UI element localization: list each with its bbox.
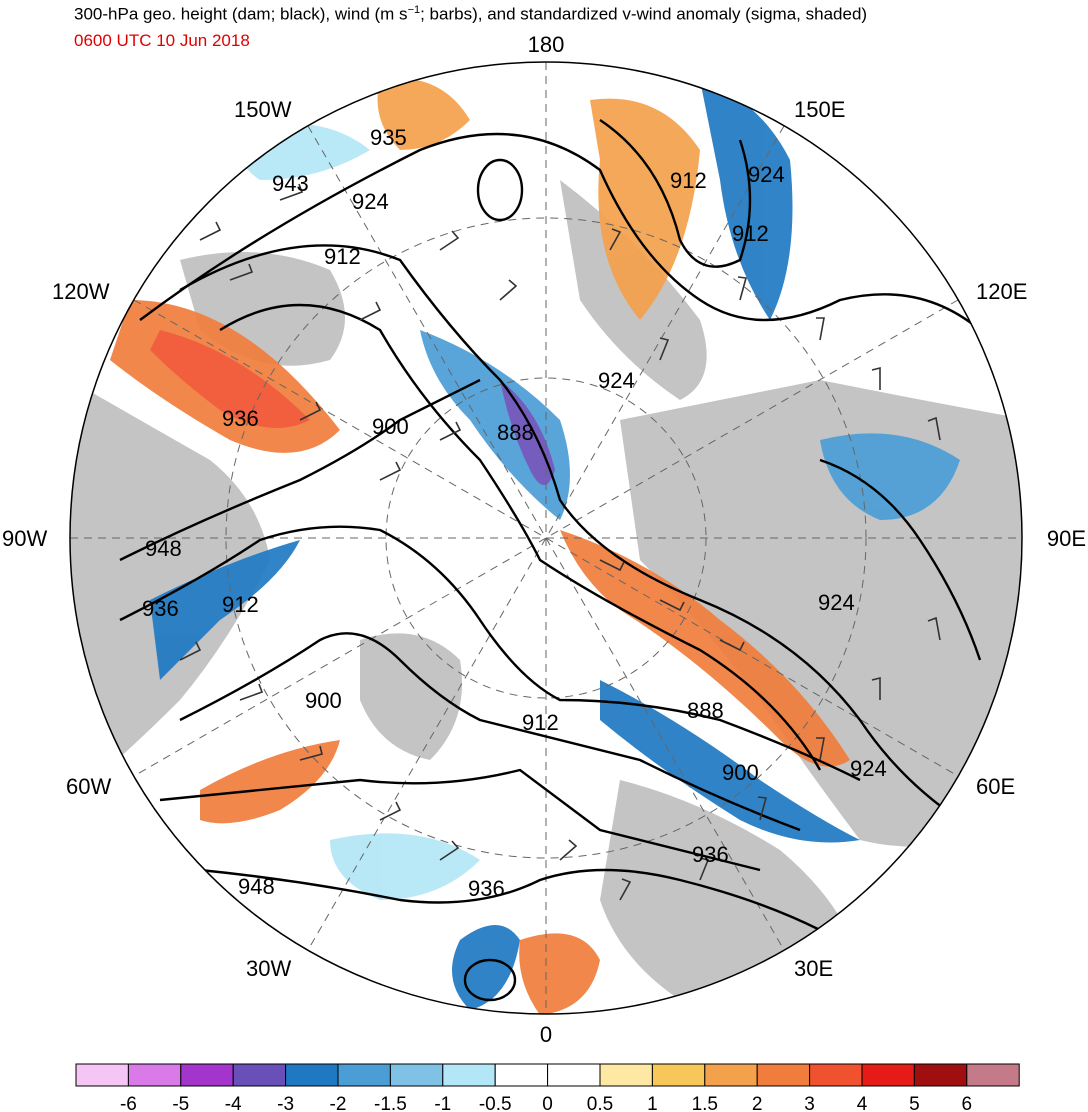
colorbar-tick-label: 0 <box>542 1094 553 1112</box>
colorbar-tick-label: 3 <box>804 1094 815 1112</box>
colorbar-box <box>913 1063 968 1087</box>
colorbar-box <box>337 1063 391 1087</box>
colorbar-box <box>547 1063 601 1087</box>
colorbar-box <box>127 1063 182 1087</box>
height-contours <box>119 119 982 1002</box>
svg-text:912: 912 <box>670 168 707 193</box>
colorbar-tick-label: -4 <box>225 1094 242 1112</box>
svg-text:912: 912 <box>522 710 559 735</box>
chart-title: 300-hPa geo. height (dam; black), wind (… <box>74 4 868 24</box>
colorbar-boxes <box>75 1063 1020 1087</box>
polar-map: 935 943 924 912 936 900 888 948 936 912 … <box>2 32 1086 1047</box>
svg-text:912: 912 <box>222 592 259 617</box>
colorbar-tick-label: -6 <box>120 1094 137 1112</box>
colorbar-tick-label: -2 <box>330 1094 347 1112</box>
lon-label-90e: 90E <box>1047 526 1086 551</box>
colorbar-box <box>756 1063 811 1087</box>
colorbar-tick-label: -0.5 <box>479 1094 512 1112</box>
colorbar-box <box>442 1063 496 1087</box>
svg-text:936: 936 <box>692 842 729 867</box>
svg-text:936: 936 <box>222 406 259 431</box>
colorbar-box <box>599 1063 653 1087</box>
colorbar-tick-label: 1.5 <box>692 1094 718 1112</box>
lon-label-150w: 150W <box>234 97 292 122</box>
graticule <box>70 62 1022 1014</box>
svg-text:888: 888 <box>687 698 724 723</box>
anomaly-shading <box>110 78 960 1014</box>
svg-text:924: 924 <box>598 368 635 393</box>
svg-text:936: 936 <box>142 596 179 621</box>
svg-text:943: 943 <box>272 171 309 196</box>
contour-labels: 935 943 924 912 936 900 888 948 936 912 … <box>142 125 887 901</box>
lon-label-180: 180 <box>528 32 565 57</box>
svg-text:924: 924 <box>818 590 855 615</box>
wind-barbs <box>179 183 941 901</box>
svg-text:924: 924 <box>850 756 887 781</box>
colorbar-tick-label: -1 <box>434 1094 451 1112</box>
svg-text:912: 912 <box>732 221 769 246</box>
valid-time: 0600 UTC 10 Jun 2018 <box>74 31 250 50</box>
colorbar-box <box>180 1063 234 1087</box>
lon-label-30w: 30W <box>246 956 291 981</box>
colorbar-box <box>809 1063 863 1087</box>
svg-text:900: 900 <box>372 414 409 439</box>
colorbar-box <box>966 1063 1020 1087</box>
svg-text:924: 924 <box>352 189 389 214</box>
svg-text:912: 912 <box>324 244 361 269</box>
map-boundary <box>69 61 1023 1015</box>
colorbar-tick-label: -1.5 <box>374 1094 407 1112</box>
lon-label-120e: 120E <box>976 279 1027 304</box>
map-fill <box>70 62 1022 1014</box>
colorbar-tick-label: -3 <box>277 1094 294 1112</box>
colorbar-tick-label: 5 <box>909 1094 920 1112</box>
colorbar-tick-label: 6 <box>962 1094 973 1112</box>
colorbar-box <box>704 1063 758 1087</box>
colorbar-box <box>285 1063 339 1087</box>
svg-text:888: 888 <box>497 420 534 445</box>
svg-text:900: 900 <box>305 688 342 713</box>
lon-label-60e: 60E <box>976 774 1015 799</box>
colorbar-box <box>651 1063 706 1087</box>
colorbar-tick-label: -5 <box>172 1094 189 1112</box>
colorbar-box <box>389 1063 444 1087</box>
lon-label-90w: 90W <box>2 526 47 551</box>
colorbar-box <box>494 1063 549 1087</box>
colorbar-tick-label: 0.5 <box>587 1094 613 1112</box>
lon-label-150e: 150E <box>794 97 845 122</box>
colorbar-tick-label: 2 <box>752 1094 763 1112</box>
svg-text:948: 948 <box>238 874 275 899</box>
svg-text:948: 948 <box>145 536 182 561</box>
colorbar-box <box>232 1063 287 1087</box>
colorbar-tick-label: 4 <box>857 1094 868 1112</box>
longitude-labels: 180 0 90W 90E 150W 150E 120W 120E 60W 60… <box>2 32 1086 1047</box>
colorbar-tick-label: 1 <box>647 1094 658 1112</box>
lon-label-60w: 60W <box>66 774 111 799</box>
colorbar-ticks: -6 -5 -4 -3 -2 -1.5 -1 -0.5 0 0.5 1 1.5 2 3 4 5 6 <box>120 1094 972 1112</box>
colorbar-box <box>75 1063 129 1087</box>
lon-label-30e: 30E <box>794 956 833 981</box>
lon-label-0: 0 <box>540 1022 552 1047</box>
svg-text:924: 924 <box>748 162 785 187</box>
colorbar-box <box>861 1063 915 1087</box>
svg-text:936: 936 <box>468 876 505 901</box>
lon-label-120w: 120W <box>52 279 110 304</box>
svg-text:900: 900 <box>722 760 759 785</box>
svg-text:935: 935 <box>370 125 407 150</box>
